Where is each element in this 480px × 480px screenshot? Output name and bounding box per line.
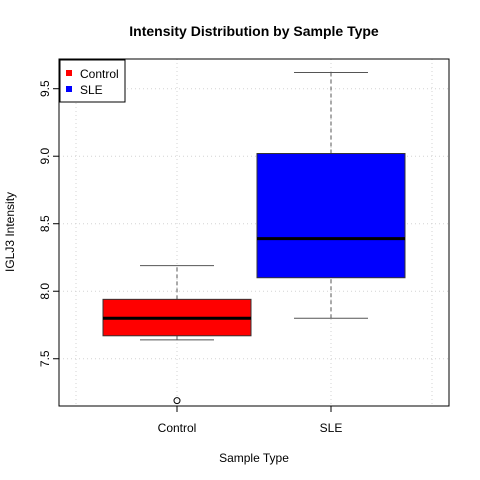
- outlier-point: [173, 397, 181, 405]
- x-tick-label: SLE: [320, 421, 343, 435]
- y-tick-label: 7.5: [38, 350, 52, 367]
- legend-swatch: [66, 86, 72, 92]
- y-axis-title: IGLJ3 Intensity: [3, 192, 17, 272]
- y-tick-label: 9.5: [38, 80, 52, 97]
- box-sle: [256, 72, 406, 319]
- legend-swatch: [66, 70, 72, 76]
- y-tick-label: 8.0: [38, 283, 52, 300]
- legend-label: Control: [80, 67, 119, 81]
- box-group: [102, 72, 406, 405]
- box-rect: [256, 153, 406, 279]
- x-axis: Control SLE: [158, 406, 343, 435]
- plot-area-border: [58, 58, 450, 407]
- y-axis: 7.5 8.0 8.5 9.0 9.5: [38, 80, 59, 367]
- box-control: [102, 265, 252, 405]
- y-tick-label: 8.5: [38, 215, 52, 232]
- y-tick-label: 9.0: [38, 148, 52, 165]
- x-tick-label: Control: [158, 421, 197, 435]
- x-axis-title: Sample Type: [219, 451, 289, 465]
- legend: Control SLE: [59, 59, 126, 103]
- legend-box: [59, 59, 126, 103]
- legend-label: SLE: [80, 83, 103, 97]
- chart-title: Intensity Distribution by Sample Type: [129, 23, 379, 39]
